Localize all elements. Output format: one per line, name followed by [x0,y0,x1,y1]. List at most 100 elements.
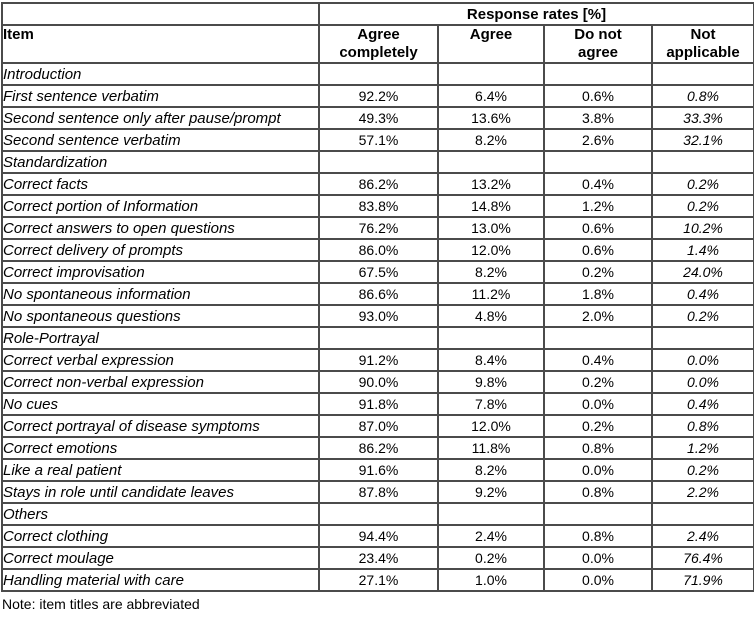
value-cell [650,502,754,526]
value-cell [318,502,439,526]
value-cell [437,326,545,350]
value-cell: 86.0% [318,238,439,262]
value-cell: 0.2% [543,260,653,284]
table-body: Introduction First sentence verbatim 92.2%… [1,62,754,592]
table-row: Correct emotions 86.2% 11.8% 0.8% 1.2% [1,436,754,460]
table-row: No cues 91.8% 7.8% 0.0% 0.4% [1,392,754,416]
value-cell: 1.4% [650,238,754,262]
value-cell [437,62,545,86]
value-cell [318,62,439,86]
table-row: Correct non-verbal expression 90.0% 9.8% 0.… [1,370,754,394]
value-cell: 86.6% [318,282,439,306]
value-cell: 0.4% [650,392,754,416]
table-note: Note: item titles are abbreviated [2,596,200,612]
value-cell [650,150,754,174]
item-label: Correct answers to open questions [1,216,320,240]
section-label: Introduction [1,62,320,86]
value-cell: 87.0% [318,414,439,438]
value-cell: 8.4% [437,348,545,372]
value-cell [650,326,754,350]
value-cell: 57.1% [318,128,439,152]
value-cell: 0.0% [650,370,754,394]
value-cell: 0.0% [543,458,653,482]
table-row: Correct verbal expression 91.2% 8.4% 0.4% 0.… [1,348,754,372]
value-cell: 8.2% [437,128,545,152]
item-label: Handling material with care [1,568,320,592]
table-row: No spontaneous questions 93.0% 4.8% 2.0% 0.2… [1,304,754,328]
value-cell: 2.2% [650,480,754,504]
table-row: Correct delivery of prompts 86.0% 12.0% 0.6… [1,238,754,262]
value-cell: 91.8% [318,392,439,416]
value-cell: 0.4% [543,348,653,372]
value-cell: 1.8% [543,282,653,306]
table-title-row: Response rates [%] [1,2,754,26]
value-cell: 0.0% [543,568,653,592]
value-cell: 0.8% [650,414,754,438]
value-cell: 0.6% [543,216,653,240]
value-cell [543,326,653,350]
value-cell: 0.2% [650,172,754,196]
value-cell [437,502,545,526]
column-header-do-not-agree: Do not agree [543,24,653,64]
value-cell [318,326,439,350]
value-cell [543,150,653,174]
value-cell: 86.2% [318,436,439,460]
item-label: No cues [1,392,320,416]
column-header-agree: Agree [437,24,545,64]
item-label: Like a real patient [1,458,320,482]
value-cell [543,62,653,86]
value-cell: 0.2% [437,546,545,570]
value-cell: 1.0% [437,568,545,592]
value-cell: 33.3% [650,106,754,130]
value-cell: 0.8% [543,436,653,460]
item-label: Correct emotions [1,436,320,460]
value-cell: 49.3% [318,106,439,130]
value-cell: 91.2% [318,348,439,372]
value-cell: 1.2% [650,436,754,460]
value-cell: 14.8% [437,194,545,218]
table-row: Handling material with care 27.1% 1.0% 0.0%… [1,568,754,592]
item-label: Correct improvisation [1,260,320,284]
value-cell [543,502,653,526]
value-cell: 1.2% [543,194,653,218]
value-cell: 71.9% [650,568,754,592]
table-row: Correct portrayal of disease symptoms 87.… [1,414,754,438]
value-cell: 76.2% [318,216,439,240]
value-cell: 0.2% [543,370,653,394]
item-label: Correct delivery of prompts [1,238,320,262]
value-cell: 6.4% [437,84,545,108]
value-cell: 13.6% [437,106,545,130]
item-label: Correct portion of Information [1,194,320,218]
value-cell: 0.0% [543,546,653,570]
value-cell: 13.2% [437,172,545,196]
value-cell: 11.8% [437,436,545,460]
value-cell: 12.0% [437,414,545,438]
table-row: Stays in role until candidate leaves 87.8… [1,480,754,504]
value-cell: 4.8% [437,304,545,328]
value-cell: 0.8% [543,480,653,504]
value-cell: 90.0% [318,370,439,394]
value-cell: 24.0% [650,260,754,284]
value-cell: 7.8% [437,392,545,416]
table-row: No spontaneous information 86.6% 11.2% 1.8%… [1,282,754,306]
section-row: Others [1,502,754,526]
table-row: Second sentence verbatim 57.1% 8.2% 2.6% 32.… [1,128,754,152]
table-row: Like a real patient 91.6% 8.2% 0.0% 0.2% [1,458,754,482]
section-label: Role-Portrayal [1,326,320,350]
item-label: Second sentence verbatim [1,128,320,152]
item-column-header: Item [1,24,320,64]
value-cell: 10.2% [650,216,754,240]
table-title: Response rates [%] [317,2,754,26]
table-row: First sentence verbatim 92.2% 6.4% 0.6% 0.8% [1,84,754,108]
column-header-agree-completely: Agree completely [318,24,439,64]
value-cell: 93.0% [318,304,439,328]
value-cell: 0.2% [650,304,754,328]
value-cell: 8.2% [437,260,545,284]
item-label: Second sentence only after pause/prompt [1,106,320,130]
value-cell: 27.1% [318,568,439,592]
section-row: Role-Portrayal [1,326,754,350]
value-cell [650,62,754,86]
item-label: Correct facts [1,172,320,196]
value-cell: 0.4% [650,282,754,306]
table-row: Correct answers to open questions 76.2% 13… [1,216,754,240]
